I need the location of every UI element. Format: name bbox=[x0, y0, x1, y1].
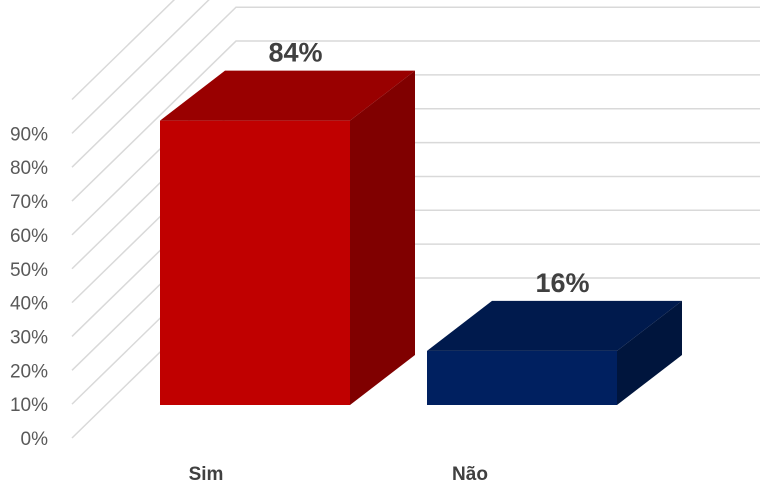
bar-side-face bbox=[617, 300, 682, 405]
y-tick-label: 10% bbox=[10, 395, 48, 416]
y-tick-label: 30% bbox=[10, 327, 48, 348]
bar-side-face bbox=[350, 70, 415, 405]
bars bbox=[160, 70, 682, 405]
y-tick-label: 40% bbox=[10, 294, 48, 315]
y-tick-label: 90% bbox=[10, 124, 48, 145]
bar-1 bbox=[427, 300, 682, 405]
gridline bbox=[71, 0, 176, 101]
data-label: 84% bbox=[268, 38, 322, 68]
bar-0 bbox=[160, 70, 415, 405]
bar-front-face bbox=[160, 120, 350, 405]
y-tick-label: 60% bbox=[10, 226, 48, 247]
gridline bbox=[71, 6, 760, 168]
y-tick-label: 20% bbox=[10, 361, 48, 382]
y-tick-label: 50% bbox=[10, 260, 48, 281]
y-axis-tick-labels: 0% 10% 20% 30% 40% 50% 60% 70% 80% 90% bbox=[10, 124, 48, 450]
y-tick-label: 80% bbox=[10, 158, 48, 179]
category-label: Sim bbox=[189, 464, 224, 483]
bar-top-face bbox=[427, 300, 682, 351]
y-tick-label: 0% bbox=[21, 429, 49, 450]
y-tick-label: 70% bbox=[10, 192, 48, 213]
x-axis-category-labels: Sim Não bbox=[189, 464, 488, 483]
data-labels: 84% 16% bbox=[268, 38, 589, 298]
gridline bbox=[71, 0, 210, 134]
gridline bbox=[71, 40, 760, 202]
category-label: Não bbox=[452, 464, 488, 483]
bar-top-face bbox=[160, 70, 415, 121]
bar-front-face bbox=[427, 350, 617, 405]
data-label: 16% bbox=[535, 268, 589, 298]
